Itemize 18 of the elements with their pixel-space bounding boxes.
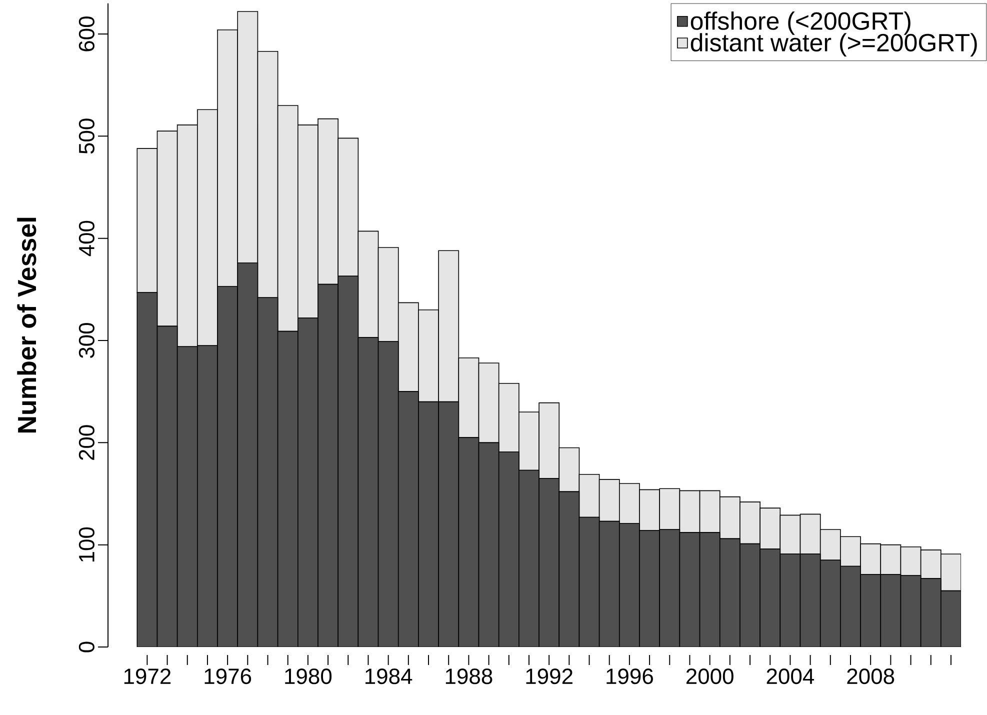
- y-tick-label: 600: [78, 16, 94, 52]
- y-axis-title: Number of Vessel: [17, 218, 36, 433]
- x-tick-label: 1996: [606, 668, 653, 684]
- x-tick-label: 1988: [446, 668, 492, 684]
- x-tick-label: 2008: [847, 668, 894, 684]
- y-tick-label: 0: [78, 642, 94, 652]
- y-tick-label: 200: [78, 425, 94, 460]
- y-tick-label: 500: [78, 118, 94, 154]
- x-tick-label: 1976: [204, 668, 252, 684]
- x-tick-label: 2004: [766, 668, 814, 684]
- y-tick-label: 400: [78, 220, 94, 256]
- y-tick-label: 300: [78, 323, 94, 358]
- x-tick-label: 1980: [285, 668, 332, 684]
- y-tick-label: 100: [78, 527, 94, 562]
- x-tick-label: 1992: [526, 668, 572, 684]
- x-tick-label: 1984: [366, 668, 412, 684]
- x-tick-label: 2000: [686, 668, 734, 684]
- x-tick-label: 1972: [124, 668, 171, 684]
